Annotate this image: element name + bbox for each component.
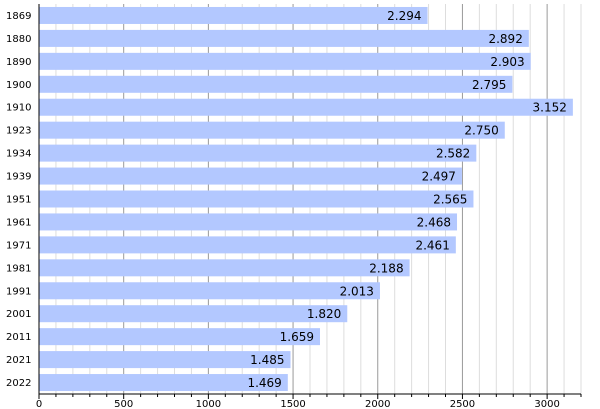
category-label-1939: 1939 [6, 172, 31, 183]
category-label-1961: 1961 [6, 217, 31, 228]
bar-2022 [39, 374, 288, 392]
category-label-2022: 2022 [6, 378, 31, 389]
bar-2001 [39, 305, 348, 323]
bar-1934 [39, 144, 477, 162]
bar-2021 [39, 351, 291, 369]
category-label-1890: 1890 [6, 57, 31, 68]
x-tick-label-3000: 3000 [534, 399, 559, 409]
category-labels: 1869 1880 1890 1900 1910 1923 1934 1939 1951 1961… [6, 11, 31, 389]
category-label-1991: 1991 [6, 286, 31, 297]
value-label-1939: 2.497 [422, 170, 456, 184]
bar-1890 [39, 52, 531, 70]
bar-2011 [39, 328, 320, 346]
value-label-1923: 2.750 [464, 124, 498, 138]
value-label-1971: 2.461 [415, 238, 449, 252]
bar-1880 [39, 29, 529, 47]
value-label-1951: 2.565 [433, 193, 467, 207]
category-label-1951: 1951 [6, 195, 31, 206]
x-tick-label-2500: 2500 [450, 399, 475, 409]
x-tick-label-2000: 2000 [365, 399, 390, 409]
value-label-2022: 1.469 [247, 376, 281, 390]
value-label-1869: 2.294 [387, 9, 421, 23]
value-label-1890: 2.903 [490, 55, 524, 69]
bar-1923 [39, 121, 505, 139]
value-label-1981: 2.188 [369, 261, 403, 275]
value-labels: 2.294 2.892 2.903 2.795 3.152 2.750 2.582 2.497… [247, 9, 566, 390]
category-label-2021: 2021 [6, 355, 31, 366]
value-label-1961: 2.468 [417, 215, 451, 229]
bar-1951 [39, 190, 474, 208]
value-label-1910: 3.152 [533, 101, 567, 115]
category-label-1971: 1971 [6, 240, 31, 251]
bar-1961 [39, 213, 458, 231]
value-label-2011: 1.659 [280, 330, 314, 344]
value-label-1900: 2.795 [472, 78, 506, 92]
value-label-1880: 2.892 [488, 32, 522, 46]
x-tick-label-1000: 1000 [196, 399, 221, 409]
bar-1981 [39, 259, 410, 277]
category-label-1869: 1869 [6, 11, 31, 22]
category-label-1910: 1910 [6, 103, 31, 114]
category-label-1923: 1923 [6, 126, 31, 137]
value-label-1991: 2.013 [340, 284, 374, 298]
bars [39, 6, 573, 392]
category-label-1934: 1934 [6, 149, 31, 160]
bar-1971 [39, 236, 456, 254]
x-tick-label-0: 0 [36, 399, 42, 409]
bar-1939 [39, 167, 462, 185]
value-label-2001: 1.820 [307, 307, 341, 321]
x-axis: 0 500 1000 1500 2000 2500 3000 [36, 4, 582, 409]
x-tick-label-1500: 1500 [280, 399, 305, 409]
bar-1910 [39, 98, 573, 116]
category-label-1880: 1880 [6, 34, 31, 45]
bar-1869 [39, 6, 428, 24]
category-label-1900: 1900 [6, 80, 31, 91]
value-label-2021: 1.485 [250, 353, 284, 367]
value-label-1934: 2.582 [436, 147, 470, 161]
category-label-1981: 1981 [6, 263, 31, 274]
category-label-2011: 2011 [6, 332, 31, 343]
bar-1991 [39, 282, 380, 300]
category-label-2001: 2001 [6, 309, 31, 320]
x-tick-label-500: 500 [114, 399, 133, 409]
bar-1900 [39, 75, 513, 93]
